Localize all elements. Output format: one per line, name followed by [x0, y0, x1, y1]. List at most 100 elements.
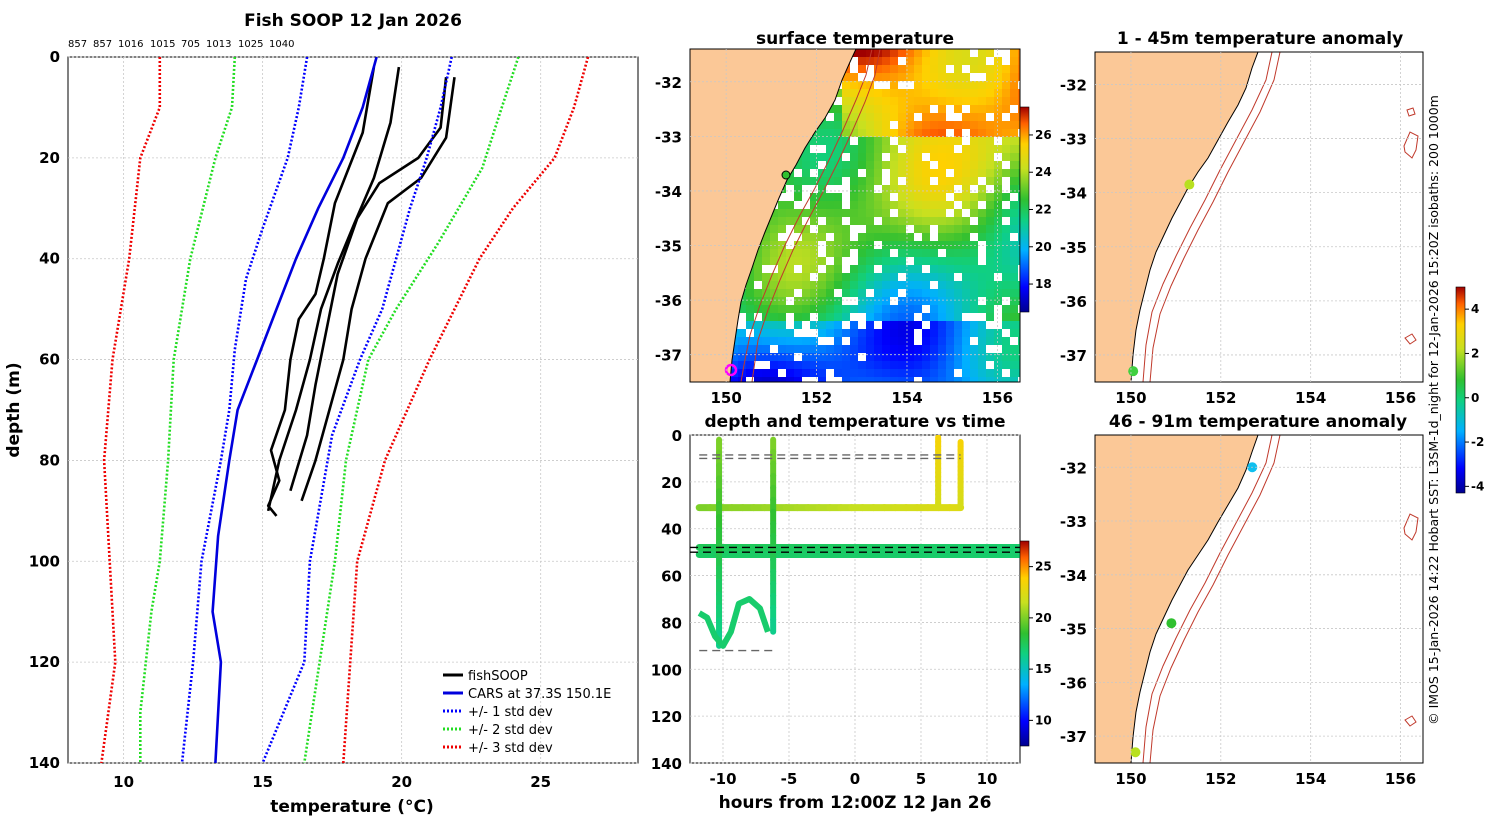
sst-pixel	[818, 201, 826, 209]
sst-pixel	[794, 225, 802, 233]
anomaly-deep-field	[1095, 435, 1423, 763]
sst-pixel	[866, 57, 874, 65]
sst-pixel	[1002, 313, 1010, 321]
sst-pixel	[970, 201, 978, 209]
sst-pixel	[794, 185, 802, 193]
sst-pixel	[866, 313, 874, 321]
sst-isobath-1000	[751, 49, 881, 382]
sst-pixel	[826, 137, 834, 145]
sst-pixel	[898, 241, 906, 249]
sst-pixel	[754, 305, 762, 313]
sst-pixel	[1018, 97, 1020, 105]
sst-pixel	[802, 289, 810, 297]
sst-pixel	[850, 145, 858, 153]
sst-pixel	[890, 337, 898, 345]
sst-pixel	[986, 145, 994, 153]
std-dev-2-lower	[180, 57, 309, 763]
sst-pixel	[1018, 177, 1020, 185]
sst-pixel	[786, 305, 794, 313]
sst-pixel	[778, 209, 786, 217]
sst-pixel	[914, 161, 922, 169]
anomaly-shallow-lon-label: 152	[1205, 389, 1236, 407]
sst-pixel	[954, 81, 962, 89]
sst-pixel	[954, 57, 962, 65]
sst-pixel	[986, 129, 994, 137]
sst-pixel	[858, 97, 866, 105]
timeseries-ytick-label: 20	[661, 474, 682, 492]
sst-pixel	[754, 273, 762, 281]
sst-pixel	[906, 185, 914, 193]
sst-pixel	[978, 281, 986, 289]
sst-pixel	[898, 305, 906, 313]
sst-pixel	[1018, 241, 1020, 249]
sst-pixel	[962, 81, 970, 89]
sst-pixel	[914, 97, 922, 105]
profile-axes-box	[67, 56, 639, 764]
timeseries-xlabel: hours from 12:00Z 12 Jan 26	[719, 793, 992, 813]
sst-pixel	[746, 353, 754, 361]
std-dev-4-lower	[100, 57, 162, 763]
sst-pixel	[954, 73, 962, 81]
sst-pixel	[994, 209, 1002, 217]
sst-pixel	[1018, 353, 1020, 361]
sst-pixel	[858, 249, 866, 257]
sst-pixel	[994, 297, 1002, 305]
anomaly-deep-lon-label: 156	[1385, 770, 1416, 788]
sst-pixel	[994, 353, 1002, 361]
sst-pixel	[914, 345, 922, 353]
anomaly-shallow-lat-label: -36	[1060, 293, 1087, 311]
sst-pixel	[762, 345, 770, 353]
sst-pixel	[946, 89, 954, 97]
sst-pixel	[826, 161, 834, 169]
sst-pixel	[810, 161, 818, 169]
sst-pixel	[954, 169, 962, 177]
sst-pixel	[930, 265, 938, 273]
sst-pixel	[938, 329, 946, 337]
sst-pixel	[1002, 137, 1010, 145]
sst-pixel	[810, 337, 818, 345]
sst-pixel	[746, 321, 754, 329]
sst-pixel	[906, 369, 914, 377]
sst-pixel	[770, 313, 778, 321]
sst-pixel	[946, 321, 954, 329]
profile-ytick-label: 100	[29, 552, 60, 570]
sst-pixel	[994, 169, 1002, 177]
sst-pixel	[866, 177, 874, 185]
timeseries-ytick-label: 100	[651, 661, 682, 679]
sst-pixel	[922, 97, 930, 105]
sst-pixel	[1010, 369, 1018, 377]
sst-map-panel: surface temperature 150 152 154 156 -32 -33 -3…	[655, 29, 1052, 407]
sst-pixel	[906, 265, 914, 273]
sst-pixel	[970, 257, 978, 265]
sst-pixel	[970, 89, 978, 97]
sst-pixel	[986, 249, 994, 257]
sst-pixel	[938, 265, 946, 273]
sst-pixel	[914, 273, 922, 281]
sst-pixel	[1002, 153, 1010, 161]
sst-pixel	[994, 249, 1002, 257]
sst-pixel	[1002, 89, 1010, 97]
sst-pixel	[994, 361, 1002, 369]
sst-pixel	[898, 329, 906, 337]
timeseries-xtick-label: 0	[850, 770, 860, 788]
sst-pixel	[1002, 81, 1010, 89]
sst-pixel	[954, 105, 962, 113]
sst-pixel	[802, 169, 810, 177]
sst-pixel	[970, 305, 978, 313]
sst-pixel	[834, 297, 842, 305]
sst-pixel	[810, 305, 818, 313]
sst-pixel	[770, 241, 778, 249]
sst-pixel	[1018, 145, 1020, 153]
sst-pixel	[738, 329, 746, 337]
anomaly-deep-lon-label: 152	[1205, 770, 1236, 788]
sst-pixel	[882, 145, 890, 153]
sst-pixel	[922, 353, 930, 361]
sst-pixel	[930, 353, 938, 361]
sst-pixel	[786, 249, 794, 257]
sst-pixel	[874, 145, 882, 153]
sst-pixel	[922, 241, 930, 249]
sst-pixel	[1010, 153, 1018, 161]
sst-pixel	[986, 201, 994, 209]
sst-pixel	[778, 281, 786, 289]
sst-pixel	[858, 297, 866, 305]
